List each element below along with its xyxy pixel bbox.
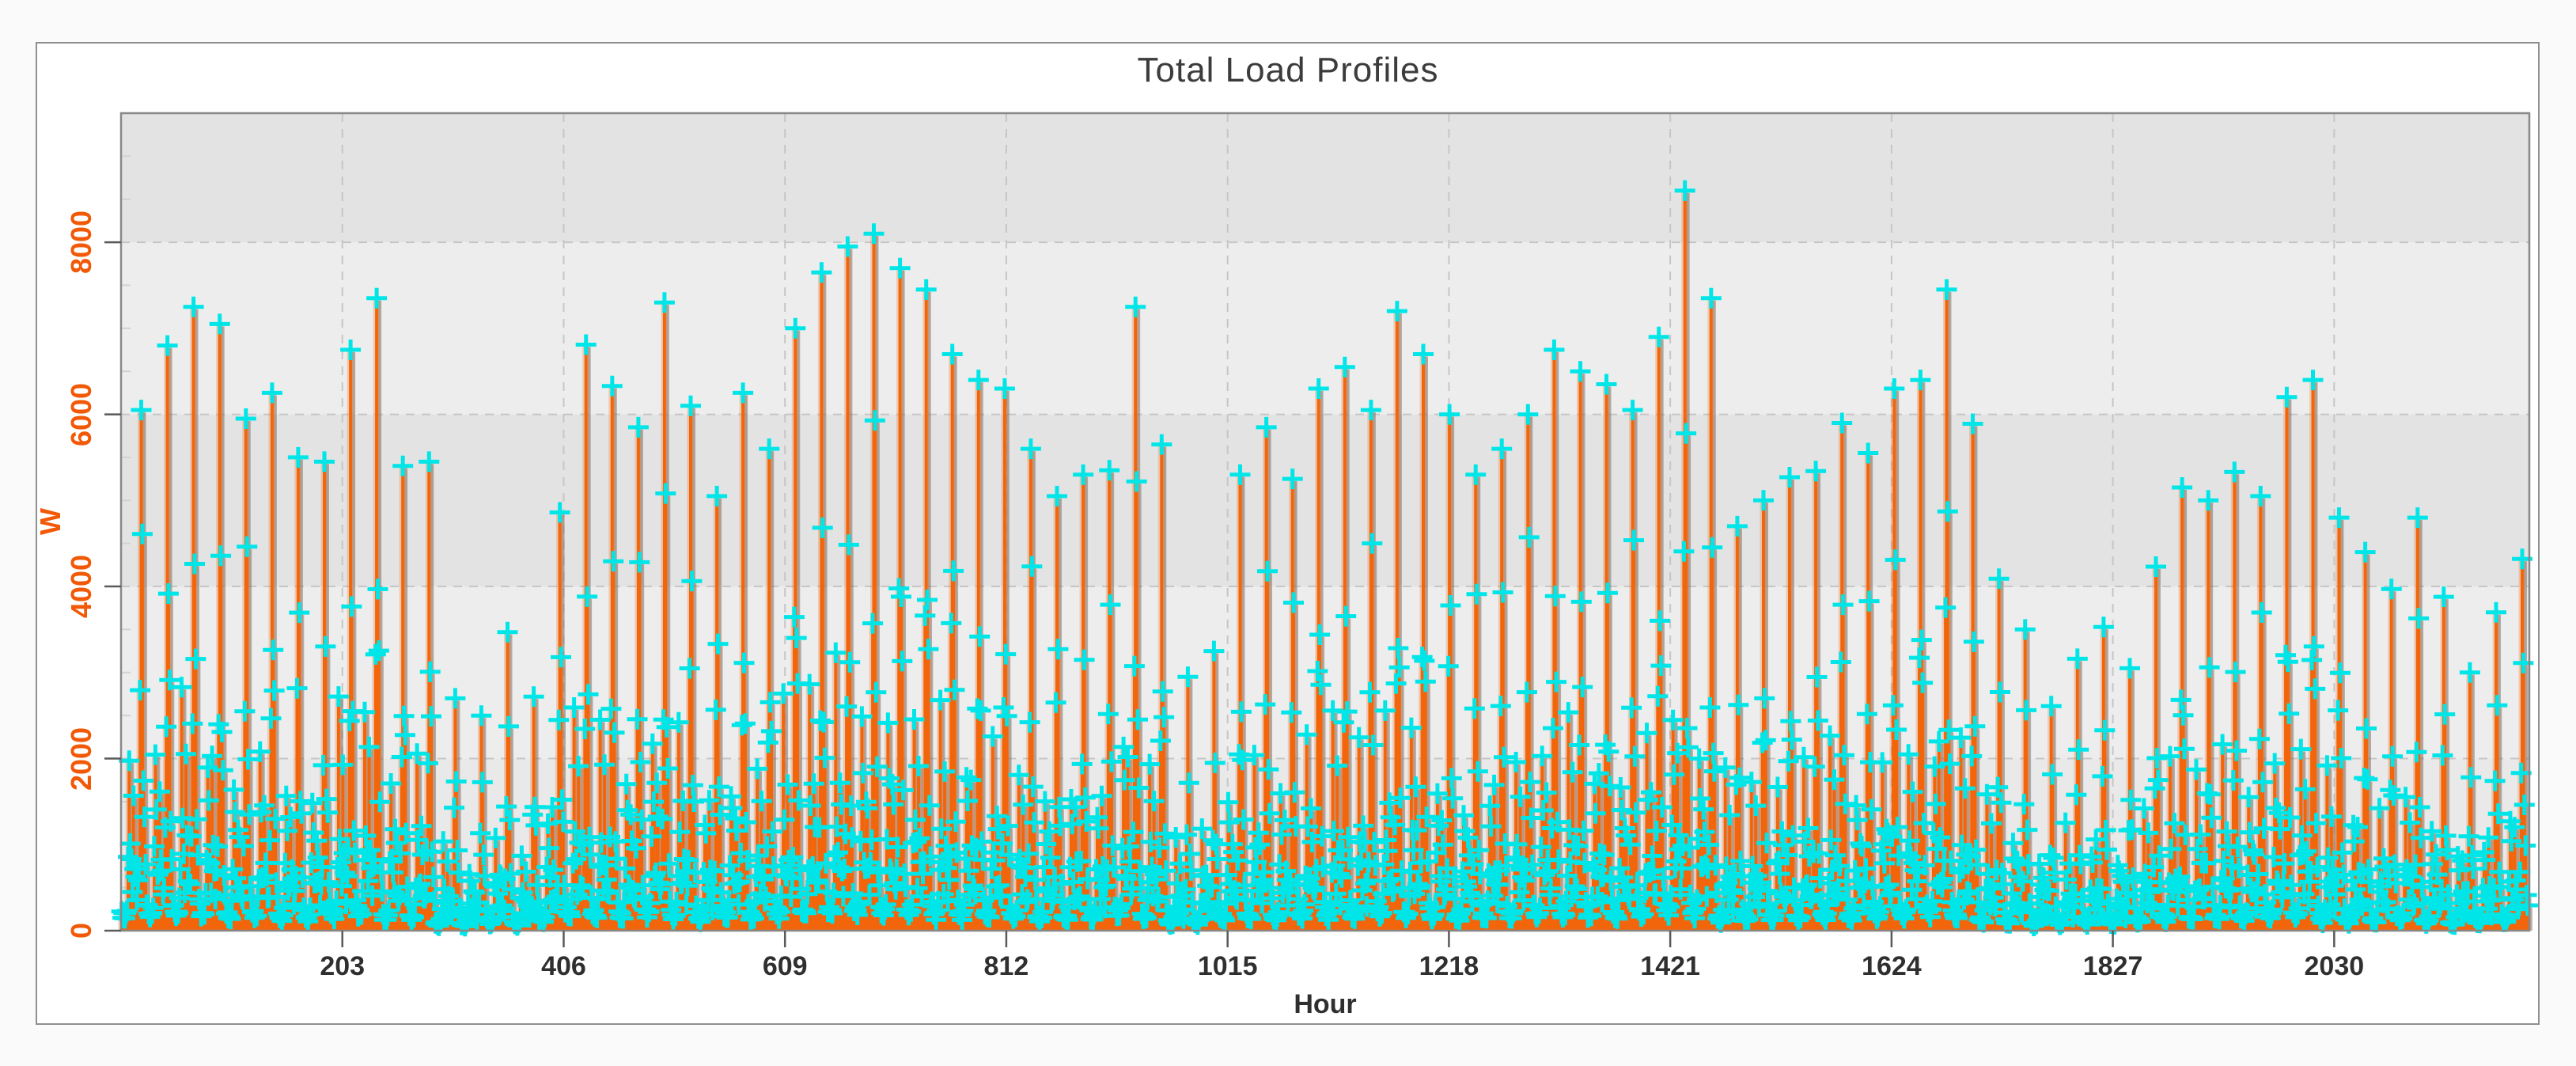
x-axis-title: Hour bbox=[1294, 989, 1357, 1019]
chart-title: Total Load Profiles bbox=[1137, 51, 1439, 89]
y-tick-label: 8000 bbox=[65, 211, 97, 275]
x-tick-label: 406 bbox=[541, 951, 586, 981]
x-tick-label: 1827 bbox=[2082, 951, 2143, 981]
y-tick-label: 6000 bbox=[65, 382, 97, 446]
x-tick-label: 203 bbox=[320, 951, 366, 981]
panel-band bbox=[121, 113, 2529, 243]
x-tick-label: 1421 bbox=[1640, 951, 1700, 981]
panel-band bbox=[121, 414, 2529, 587]
y-tick-label: 2000 bbox=[65, 726, 97, 791]
x-tick-label: 609 bbox=[762, 951, 808, 981]
y-axis-title: W bbox=[34, 508, 66, 535]
x-tick-label: 2030 bbox=[2304, 951, 2365, 981]
x-tick-label: 1218 bbox=[1419, 951, 1479, 981]
y-tick-label: 4000 bbox=[65, 555, 97, 619]
x-tick-label: 1624 bbox=[1862, 951, 1922, 981]
y-tick-label: 0 bbox=[65, 922, 97, 939]
plot-panel-border bbox=[119, 112, 2531, 932]
x-tick-label: 1015 bbox=[1197, 951, 1258, 981]
x-tick-label: 812 bbox=[983, 951, 1029, 981]
panel-band bbox=[121, 242, 2529, 415]
